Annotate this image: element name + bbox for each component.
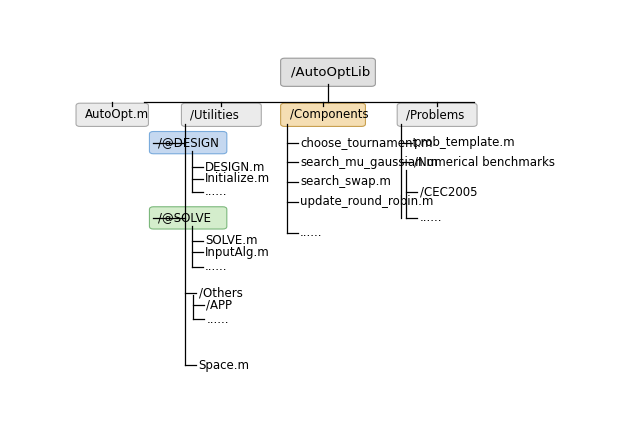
- Text: ......: ......: [420, 211, 442, 224]
- Text: AutoOpt.m: AutoOpt.m: [85, 108, 149, 121]
- FancyBboxPatch shape: [280, 58, 376, 86]
- Text: /AutoOptLib: /AutoOptLib: [291, 66, 370, 79]
- Text: /APP: /APP: [207, 298, 232, 311]
- Text: /CEC2005: /CEC2005: [420, 185, 477, 198]
- Text: /Utilities: /Utilities: [190, 108, 239, 121]
- FancyBboxPatch shape: [181, 103, 261, 126]
- FancyBboxPatch shape: [150, 131, 227, 154]
- Text: /Problems: /Problems: [406, 108, 465, 121]
- Text: /Others: /Others: [198, 287, 243, 300]
- FancyBboxPatch shape: [280, 103, 365, 126]
- Text: ......: ......: [207, 313, 229, 326]
- Text: Initialize.m: Initialize.m: [205, 172, 270, 185]
- Text: prob_template.m: prob_template.m: [414, 136, 516, 149]
- Text: /@SOLVE: /@SOLVE: [158, 211, 211, 224]
- Text: SOLVE.m: SOLVE.m: [205, 234, 257, 247]
- FancyBboxPatch shape: [150, 207, 227, 229]
- Text: ......: ......: [205, 261, 227, 273]
- Text: update_round_robin.m: update_round_robin.m: [300, 195, 433, 208]
- Text: ......: ......: [300, 226, 323, 239]
- Text: /Components: /Components: [289, 108, 368, 121]
- FancyBboxPatch shape: [397, 103, 477, 126]
- Text: /@DESIGN: /@DESIGN: [158, 136, 220, 149]
- Text: choose_tournament.m: choose_tournament.m: [300, 136, 433, 149]
- Text: Space.m: Space.m: [198, 359, 250, 371]
- Text: /Numerical benchmarks: /Numerical benchmarks: [414, 156, 556, 169]
- Text: search_mu_gaussian.m: search_mu_gaussian.m: [300, 156, 438, 169]
- Text: search_swap.m: search_swap.m: [300, 176, 391, 188]
- Text: InputAlg.m: InputAlg.m: [205, 246, 269, 259]
- Text: ......: ......: [205, 185, 227, 198]
- FancyBboxPatch shape: [76, 103, 148, 126]
- Text: DESIGN.m: DESIGN.m: [205, 161, 266, 174]
